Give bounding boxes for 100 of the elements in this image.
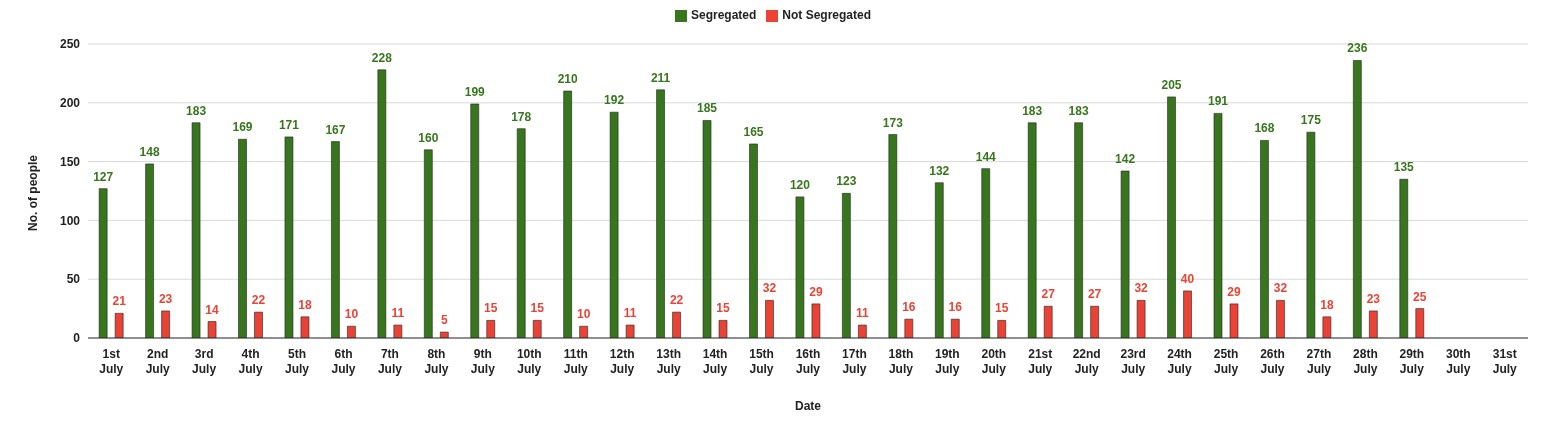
data-label: 173 — [882, 115, 904, 130]
bar — [516, 128, 526, 338]
data-label: 178 — [511, 109, 532, 124]
y-tick-label: 200 — [59, 96, 81, 111]
data-label: 199 — [464, 84, 486, 99]
data-label: 22 — [669, 293, 684, 308]
bar — [347, 325, 356, 338]
x-tick-label: 13th July — [656, 347, 681, 376]
x-tick-label: 2nd July — [145, 347, 171, 376]
bar — [1415, 308, 1425, 338]
x-tick-label: 30th July — [1445, 347, 1471, 376]
bar — [191, 122, 201, 338]
data-label: 15 — [530, 301, 545, 316]
data-label: 10 — [344, 307, 359, 322]
data-label: 183 — [186, 103, 207, 118]
x-tick-label: 24th July — [1167, 347, 1192, 376]
data-label: 185 — [697, 101, 718, 116]
y-tick-label: 250 — [59, 37, 81, 52]
x-tick-label: 28th July — [1353, 347, 1378, 376]
data-label: 21 — [112, 294, 127, 309]
bar — [98, 188, 108, 338]
data-label: 168 — [1254, 121, 1275, 136]
bar — [609, 111, 619, 338]
x-tick-label: 12th July — [609, 347, 635, 376]
data-label: 23 — [1366, 291, 1381, 306]
x-tick-label: 14th July — [702, 347, 728, 376]
data-label: 135 — [1393, 160, 1415, 175]
x-tick-label: 19th July — [935, 347, 960, 376]
x-tick-label: 9th July — [470, 347, 496, 376]
bar — [795, 196, 805, 338]
data-label: 191 — [1207, 94, 1229, 109]
x-tick-label: 31st July — [1492, 347, 1518, 376]
y-tick-label: 0 — [73, 331, 81, 346]
bar — [331, 141, 340, 338]
bar — [1027, 122, 1037, 338]
data-label: 192 — [604, 93, 625, 108]
x-tick-label: 22nd July — [1072, 347, 1101, 376]
data-label: 183 — [1022, 103, 1043, 118]
bar — [702, 120, 712, 338]
data-label: 32 — [1273, 281, 1288, 296]
data-label: 167 — [325, 122, 346, 137]
data-label: 236 — [1347, 41, 1368, 56]
bar — [981, 168, 991, 338]
y-tick-label: 50 — [66, 272, 81, 287]
data-label: 132 — [929, 163, 950, 178]
x-tick-label: 10th July — [516, 347, 542, 376]
bar — [997, 320, 1007, 338]
bar — [811, 303, 821, 338]
x-tick-label: 3rd July — [192, 347, 217, 376]
legend-label: Not Segregated — [782, 8, 872, 22]
bar — [440, 331, 449, 338]
data-label: 160 — [418, 130, 439, 145]
bar — [1183, 290, 1192, 338]
bar — [486, 320, 496, 338]
x-tick-label: 29th July — [1399, 347, 1425, 376]
data-label: 183 — [1068, 103, 1089, 118]
data-label: 29 — [1227, 284, 1241, 299]
x-tick-label: 8th July — [424, 347, 449, 376]
data-label: 32 — [762, 281, 777, 296]
bar — [1090, 305, 1099, 338]
data-label: 15 — [716, 301, 731, 316]
bar — [424, 149, 433, 338]
bar — [284, 136, 294, 338]
data-label: 144 — [975, 149, 997, 164]
x-tick-label: 16th July — [795, 347, 821, 376]
data-label: 15 — [484, 301, 498, 316]
data-label: 16 — [902, 300, 916, 315]
bar — [1353, 60, 1362, 338]
bar — [532, 320, 542, 338]
data-label: 123 — [836, 174, 857, 189]
data-label: 29 — [809, 284, 823, 299]
data-label: 165 — [743, 124, 764, 139]
data-label: 120 — [789, 177, 811, 192]
x-tick-label: 1st July — [99, 347, 124, 376]
data-label: 175 — [1300, 113, 1322, 128]
bar — [1399, 178, 1409, 338]
data-label: 32 — [1134, 281, 1149, 296]
bar — [950, 318, 960, 338]
bar — [934, 182, 944, 338]
bar — [1369, 310, 1378, 338]
bar — [1167, 96, 1176, 338]
bar — [300, 316, 310, 338]
bar — [1306, 131, 1316, 338]
data-label: 15 — [995, 301, 1009, 316]
bar — [1074, 122, 1083, 338]
data-label: 11 — [391, 306, 405, 321]
bar — [904, 318, 914, 338]
data-label: 205 — [1161, 77, 1182, 92]
bar — [749, 143, 758, 338]
x-tick-label: 25th July — [1213, 347, 1239, 376]
bar — [1213, 113, 1223, 338]
bar — [1322, 316, 1332, 338]
x-tick-label: 18th July — [888, 347, 914, 376]
x-axis-title: Date — [794, 399, 822, 413]
data-label: 18 — [1320, 297, 1334, 312]
x-tick-label: 11th July — [563, 347, 589, 376]
bar — [1260, 140, 1269, 338]
bar — [114, 313, 124, 338]
x-tick-label: 23rd July — [1120, 347, 1146, 376]
bar — [672, 311, 681, 338]
